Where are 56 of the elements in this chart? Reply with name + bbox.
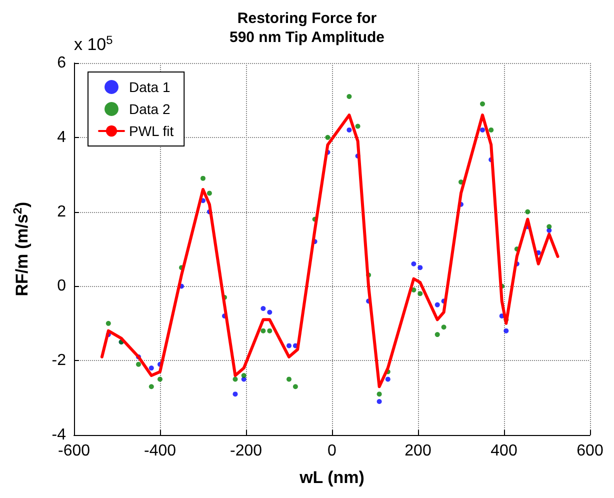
point bbox=[480, 101, 485, 106]
point bbox=[148, 366, 154, 371]
y-tick-label: 2 bbox=[57, 203, 66, 220]
y-tick-label: 6 bbox=[57, 54, 66, 72]
point bbox=[267, 328, 272, 334]
point bbox=[260, 328, 266, 334]
y-axis-title: RF/m (m/s2) bbox=[10, 202, 32, 296]
legend-label: Data 2 bbox=[129, 101, 170, 117]
x-tick-label: 0 bbox=[328, 442, 337, 460]
y-tick-label: 0 bbox=[57, 278, 66, 295]
point bbox=[325, 134, 330, 140]
point bbox=[232, 376, 238, 382]
chart-title: Restoring Force for 590 nm Tip Amplitude bbox=[229, 10, 385, 46]
x-axis-title: wL (nm) bbox=[298, 468, 364, 487]
point bbox=[346, 94, 352, 99]
point bbox=[488, 127, 494, 132]
x-tick-label: 200 bbox=[404, 442, 432, 460]
point bbox=[376, 392, 382, 397]
point bbox=[148, 384, 154, 390]
point bbox=[355, 124, 360, 129]
point bbox=[376, 399, 382, 404]
point bbox=[434, 302, 440, 308]
point bbox=[136, 362, 141, 367]
point bbox=[200, 176, 206, 181]
point bbox=[480, 127, 485, 132]
point bbox=[346, 127, 352, 132]
point bbox=[434, 332, 440, 338]
point bbox=[441, 324, 446, 330]
legend-label: Data 1 bbox=[129, 79, 170, 95]
x-tick-label: 600 bbox=[576, 442, 604, 460]
point bbox=[385, 376, 390, 382]
point bbox=[260, 306, 266, 312]
point bbox=[286, 343, 292, 348]
point bbox=[106, 320, 111, 326]
point bbox=[504, 328, 509, 334]
point bbox=[546, 224, 552, 230]
y-tick-label: -4 bbox=[52, 426, 66, 444]
point bbox=[286, 376, 292, 382]
legend-label: PWL fit bbox=[129, 123, 174, 139]
x-tick-label: 400 bbox=[490, 442, 518, 460]
point bbox=[158, 376, 162, 382]
y-tick-label: 4 bbox=[57, 128, 66, 146]
point bbox=[418, 265, 423, 270]
line-series bbox=[100, 114, 560, 388]
point bbox=[418, 291, 423, 296]
x-tick-label: -400 bbox=[144, 442, 176, 460]
point bbox=[232, 392, 238, 397]
point bbox=[411, 261, 416, 266]
point bbox=[206, 190, 212, 196]
point bbox=[267, 310, 272, 315]
y-tick-label: -2 bbox=[52, 352, 66, 370]
point bbox=[292, 384, 298, 390]
point bbox=[525, 209, 530, 214]
x-tick-label: -200 bbox=[230, 442, 262, 460]
x-tick-label: -600 bbox=[58, 442, 90, 460]
point bbox=[241, 372, 246, 378]
